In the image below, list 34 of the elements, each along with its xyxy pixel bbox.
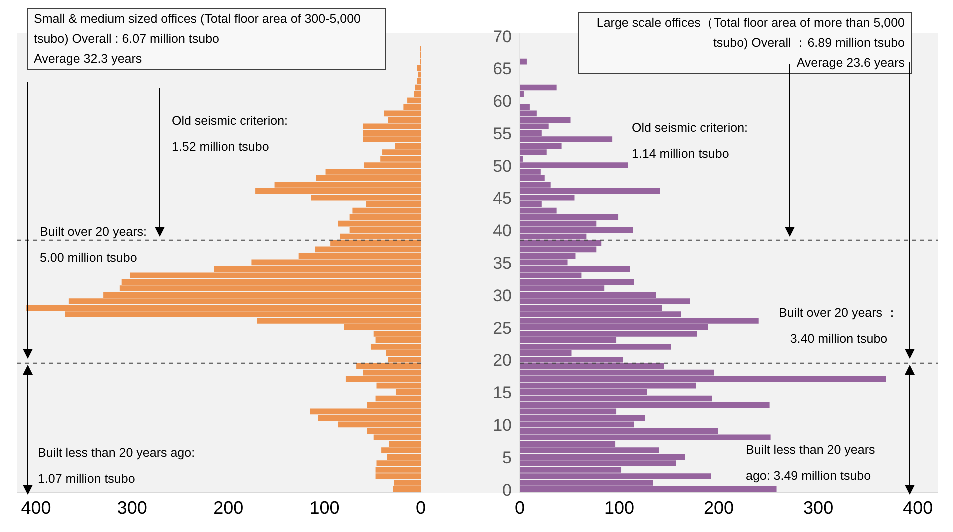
x-tick-label: 300 — [117, 498, 148, 518]
chart-title: Small & medium sized offices (Total floor area of 300-5,000 tsubo) Overall : 6.07 million tsubo — [34, 11, 362, 48]
text: Average 23.6 years — [796, 55, 905, 72]
x-tick-label: 200 — [704, 498, 734, 518]
y-tick-label: 15 — [493, 384, 512, 403]
y-tick-label: 25 — [493, 318, 512, 338]
annotation: Old seismic criterion: 1.14 million tsubo — [632, 120, 749, 163]
y-tick-label: 5 — [502, 448, 512, 468]
annotation: Old seismic criterion: 1.52 million tsubo — [172, 113, 289, 156]
x-tick-label: 200 — [214, 498, 244, 518]
x-tick-label: 100 — [604, 498, 635, 518]
annotation: Built less than 20 years ago: 3.49 million tsubo — [746, 442, 876, 485]
annotation: Built over 20 years: 5.00 million tsubo — [40, 224, 148, 267]
y-tick-label: 35 — [493, 254, 512, 274]
annotation: Built less than 20 years ago: 1.07 million tsubo — [38, 445, 196, 488]
text: Average 32.3 years — [34, 51, 144, 68]
y-tick-label: 50 — [493, 156, 512, 176]
x-tick-label: 400 — [21, 498, 52, 518]
annotation: Built over 20 years ： 3.40 million tsubo — [778, 305, 900, 348]
y-tick-label: 70 — [493, 27, 512, 46]
x-tick-label: 400 — [903, 498, 934, 518]
y-tick-label: 20 — [493, 351, 512, 370]
x-tick-label: 100 — [310, 498, 340, 518]
y-tick-label: 55 — [493, 124, 512, 144]
y-tick-label: 0 — [502, 480, 512, 500]
x-tick-label: 300 — [804, 498, 834, 518]
y-tick-label: 10 — [493, 416, 512, 436]
y-tick-label: 65 — [493, 60, 512, 79]
chart-title: Large scale offices（Total floor area of more than 5,000 tsubo) Overall ：6.89 million tsubo — [596, 15, 905, 52]
y-tick-label: 60 — [493, 92, 512, 112]
y-tick-label: 45 — [493, 189, 512, 208]
x-tick-label: 0 — [416, 498, 426, 518]
y-tick-label: 40 — [493, 222, 512, 241]
y-tick-label: 30 — [493, 286, 512, 306]
